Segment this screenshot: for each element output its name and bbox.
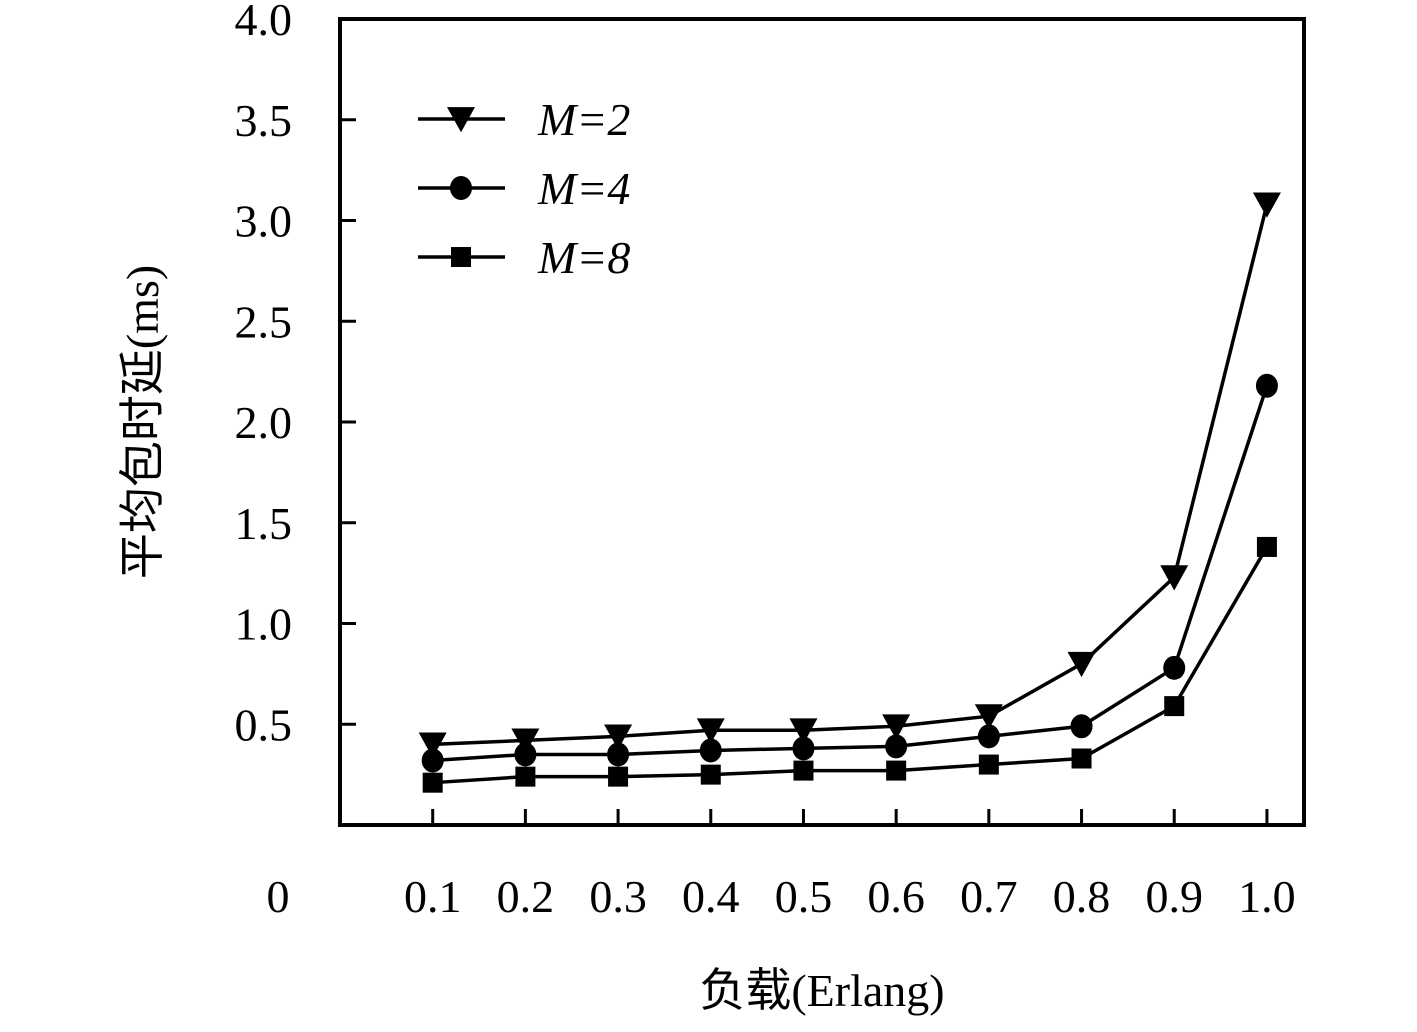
legend: M=2 M=4 M=8 xyxy=(418,94,630,283)
x-tick-label: 0.6 xyxy=(867,871,925,922)
x-tick-label: 0.1 xyxy=(404,871,462,922)
y-axis-label: 平均包时延(ms) xyxy=(117,265,168,579)
plot-frame xyxy=(338,17,1306,827)
x-tick-label: 0.5 xyxy=(775,871,833,922)
data-point-m-4 xyxy=(699,738,722,763)
x-tick-label: 1.0 xyxy=(1238,871,1296,922)
data-point-m-4 xyxy=(1070,714,1093,739)
data-point-m-8 xyxy=(1256,536,1277,557)
data-point-m-8 xyxy=(700,764,721,785)
legend-marker xyxy=(447,107,475,133)
data-point-m-8 xyxy=(1164,696,1185,717)
data-point-m-8 xyxy=(978,754,999,775)
data-point-m-4 xyxy=(1255,373,1278,398)
data-point-m-4 xyxy=(421,748,444,773)
legend-marker xyxy=(450,176,472,200)
y-tick-label: 0.5 xyxy=(235,699,293,750)
x-axis-label: 负载(Erlang) xyxy=(699,965,944,1016)
x-axis: 0.1 0.2 0.3 0.4 0.5 0.6 0.7 0.8 0.9 1.0 xyxy=(404,809,1296,922)
series-line-m-4 xyxy=(432,385,1269,763)
data-point-m-2 xyxy=(1160,565,1189,591)
y-tick-label: 3.5 xyxy=(235,95,293,146)
data-point-m-4 xyxy=(1163,655,1186,680)
series-line-m-2 xyxy=(432,203,1269,747)
data-point-m-8 xyxy=(608,766,629,787)
series-layer xyxy=(418,192,1281,793)
series-line-m-8 xyxy=(432,546,1269,785)
y-tick-label: 3.0 xyxy=(235,196,293,247)
y-tick-label: 2.0 xyxy=(235,397,293,448)
x-tick-label: 0.3 xyxy=(589,871,647,922)
y-tick-label: 4.0 xyxy=(235,0,293,45)
legend-marker xyxy=(451,247,471,267)
y-tick-label: 1.5 xyxy=(235,498,293,549)
x-tick-label: 0.9 xyxy=(1145,871,1203,922)
legend-label: M=2 xyxy=(537,94,630,145)
x-tick-label: 0.2 xyxy=(497,871,555,922)
data-point-m-2 xyxy=(1067,651,1096,678)
x-tick-label: 0.4 xyxy=(682,871,740,922)
y-tick-label: 1.0 xyxy=(235,599,293,650)
legend-label: M=4 xyxy=(537,163,630,214)
data-point-m-2 xyxy=(974,704,1003,730)
data-point-m-2 xyxy=(418,732,447,758)
x-tick-label: 0.8 xyxy=(1053,871,1111,922)
data-point-m-8 xyxy=(515,766,536,787)
data-point-m-2 xyxy=(696,718,725,744)
data-point-m-2 xyxy=(1252,192,1281,218)
x-origin-label: 0 xyxy=(267,871,290,922)
legend-label: M=8 xyxy=(537,232,630,283)
x-tick-label: 0.7 xyxy=(960,871,1018,922)
data-point-m-4 xyxy=(792,736,815,761)
data-point-m-8 xyxy=(886,760,907,781)
data-point-m-8 xyxy=(1071,748,1092,769)
data-point-m-2 xyxy=(789,718,818,744)
data-point-m-4 xyxy=(885,734,908,759)
data-point-m-8 xyxy=(793,760,814,781)
data-point-m-2 xyxy=(882,714,911,740)
data-point-m-4 xyxy=(607,742,630,767)
y-axis: 0.5 1.0 1.5 2.0 2.5 3.0 3.5 4.0 xyxy=(235,0,356,750)
data-point-m-4 xyxy=(514,742,537,767)
data-point-m-2 xyxy=(604,724,633,750)
y-tick-label: 2.5 xyxy=(235,296,293,347)
data-point-m-2 xyxy=(511,728,540,754)
data-point-m-4 xyxy=(977,724,1000,749)
data-point-m-8 xyxy=(422,772,443,793)
